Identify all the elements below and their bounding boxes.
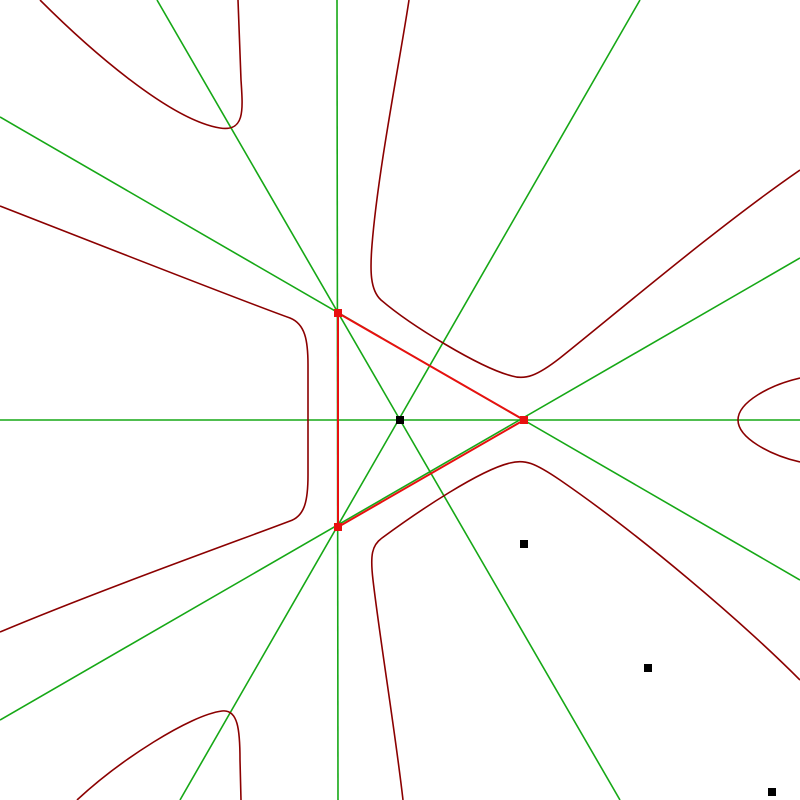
curve-branch-bottom (370, 460, 800, 800)
point-1[interactable] (520, 540, 528, 548)
black-points (396, 416, 776, 796)
triangle-vertex-right[interactable] (520, 416, 528, 424)
center-point[interactable] (396, 416, 404, 424)
curve-branch-top (370, 0, 800, 379)
triangle-edges (337, 311, 527, 529)
guide-line-shallow-positive (0, 257, 800, 721)
guide-line-steep-negative (156, 0, 621, 800)
triangle-vertex-top[interactable] (334, 309, 342, 317)
curve-branch-bottom-left (76, 710, 242, 800)
triangle-vertex-bottom[interactable] (334, 523, 342, 531)
curve-branch-top-left (39, 0, 243, 130)
point-2[interactable] (644, 664, 652, 672)
curve-branch-left (0, 205, 309, 633)
curve-branch-right (737, 377, 800, 463)
guide-line-steep-positive (179, 0, 641, 800)
red-triangle (334, 309, 528, 531)
point-3[interactable] (768, 788, 776, 796)
